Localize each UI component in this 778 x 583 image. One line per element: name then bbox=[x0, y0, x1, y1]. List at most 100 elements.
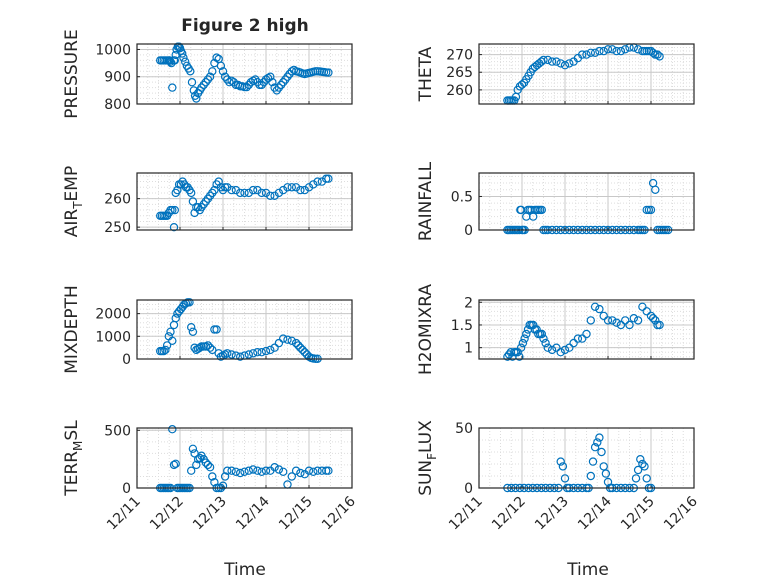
data-point bbox=[590, 443, 600, 452]
data-point bbox=[539, 55, 548, 65]
data-point bbox=[253, 77, 262, 87]
data-point bbox=[518, 338, 528, 348]
data-point bbox=[227, 466, 236, 475]
data-point bbox=[244, 350, 253, 359]
data-point bbox=[322, 174, 331, 183]
data-point bbox=[161, 345, 170, 355]
data-point bbox=[257, 80, 266, 90]
data-point bbox=[651, 185, 660, 194]
data-point bbox=[266, 72, 275, 81]
data-point bbox=[274, 188, 284, 198]
data-point bbox=[558, 462, 568, 471]
data-point bbox=[569, 338, 578, 348]
data-point bbox=[279, 185, 288, 195]
data-point bbox=[174, 42, 184, 51]
data-point bbox=[223, 349, 232, 358]
data-point bbox=[588, 457, 598, 466]
data-point bbox=[515, 352, 524, 361]
data-point bbox=[291, 338, 301, 348]
x-tick-label: 12/12 bbox=[489, 494, 529, 534]
data-point bbox=[603, 316, 613, 325]
data-point bbox=[214, 177, 223, 186]
data-point bbox=[560, 345, 570, 355]
data-point bbox=[253, 348, 262, 357]
data-point bbox=[168, 336, 177, 345]
data-point bbox=[188, 327, 198, 336]
data-point bbox=[195, 343, 204, 352]
data-point bbox=[595, 433, 604, 442]
data-point bbox=[168, 205, 177, 215]
x-tick-label: 12/11 bbox=[446, 494, 486, 534]
data-point bbox=[651, 316, 660, 325]
data-point bbox=[240, 467, 249, 476]
data-point bbox=[547, 57, 557, 66]
data-point bbox=[616, 320, 626, 330]
axes-box bbox=[478, 299, 695, 360]
data-point bbox=[638, 302, 647, 311]
data-point bbox=[646, 205, 656, 215]
data-point bbox=[541, 338, 550, 348]
axes-box bbox=[136, 427, 353, 489]
data-point bbox=[642, 307, 651, 316]
data-point bbox=[205, 343, 215, 352]
data-point bbox=[642, 205, 651, 215]
subplot-rainfall: 0 0.5 RAINFALL bbox=[416, 161, 695, 241]
data-point bbox=[162, 341, 172, 350]
y-tick-label: 0 bbox=[122, 352, 131, 368]
data-point bbox=[543, 343, 553, 352]
x-tick-label: 12/15 bbox=[276, 494, 316, 534]
data-point bbox=[633, 316, 643, 325]
axes-box bbox=[478, 427, 695, 489]
x-tick-label: 12/16 bbox=[319, 493, 359, 533]
y-tick-label: 500 bbox=[104, 423, 131, 439]
data-point bbox=[171, 314, 180, 323]
data-point bbox=[244, 466, 253, 475]
data-point bbox=[235, 352, 245, 361]
data-point bbox=[287, 67, 296, 76]
data-point bbox=[655, 52, 664, 61]
data-point bbox=[186, 67, 195, 76]
subplot-pressure: 800 900 1000 PRESSURE bbox=[62, 29, 353, 119]
data-point bbox=[309, 180, 318, 189]
data-point bbox=[291, 466, 301, 475]
data-point bbox=[516, 343, 526, 352]
x-tick-label: 12/13 bbox=[532, 494, 572, 534]
data-point bbox=[313, 466, 322, 475]
data-point bbox=[287, 183, 296, 192]
data-point bbox=[220, 472, 230, 481]
data-point bbox=[203, 460, 213, 470]
data-point bbox=[168, 83, 177, 92]
data-series bbox=[155, 298, 322, 363]
y-tick-label: 260 bbox=[104, 192, 131, 208]
data-point bbox=[631, 474, 641, 483]
data-point bbox=[210, 325, 219, 334]
data-point bbox=[279, 467, 288, 476]
y-tick-label: 250 bbox=[104, 220, 131, 236]
x-tick-label: 12/15 bbox=[618, 494, 658, 534]
data-point bbox=[244, 188, 253, 198]
data-point bbox=[208, 345, 217, 355]
data-point bbox=[612, 318, 621, 327]
x-axis-label-left: Time bbox=[223, 560, 266, 580]
data-point bbox=[593, 438, 602, 447]
data-point bbox=[251, 75, 260, 84]
data-point bbox=[556, 59, 565, 68]
data-point bbox=[229, 77, 238, 87]
data-point bbox=[586, 48, 596, 58]
y-tick-label: 2 bbox=[464, 295, 473, 311]
data-point bbox=[279, 334, 288, 343]
data-point bbox=[223, 466, 232, 475]
data-point bbox=[231, 185, 241, 195]
data-point bbox=[235, 188, 245, 198]
data-point bbox=[552, 57, 561, 66]
data-point bbox=[287, 336, 296, 345]
data-point bbox=[655, 320, 664, 330]
data-point bbox=[642, 474, 651, 483]
y-axis-label: TERRMSL bbox=[62, 420, 85, 497]
y-tick-label: 260 bbox=[446, 83, 473, 99]
x-axis-label-right: Time bbox=[566, 560, 609, 580]
subplot-h2omixra: 1 1.5 2 H2OMIXRA bbox=[416, 284, 695, 375]
data-point bbox=[646, 311, 656, 321]
data-point bbox=[653, 50, 662, 59]
